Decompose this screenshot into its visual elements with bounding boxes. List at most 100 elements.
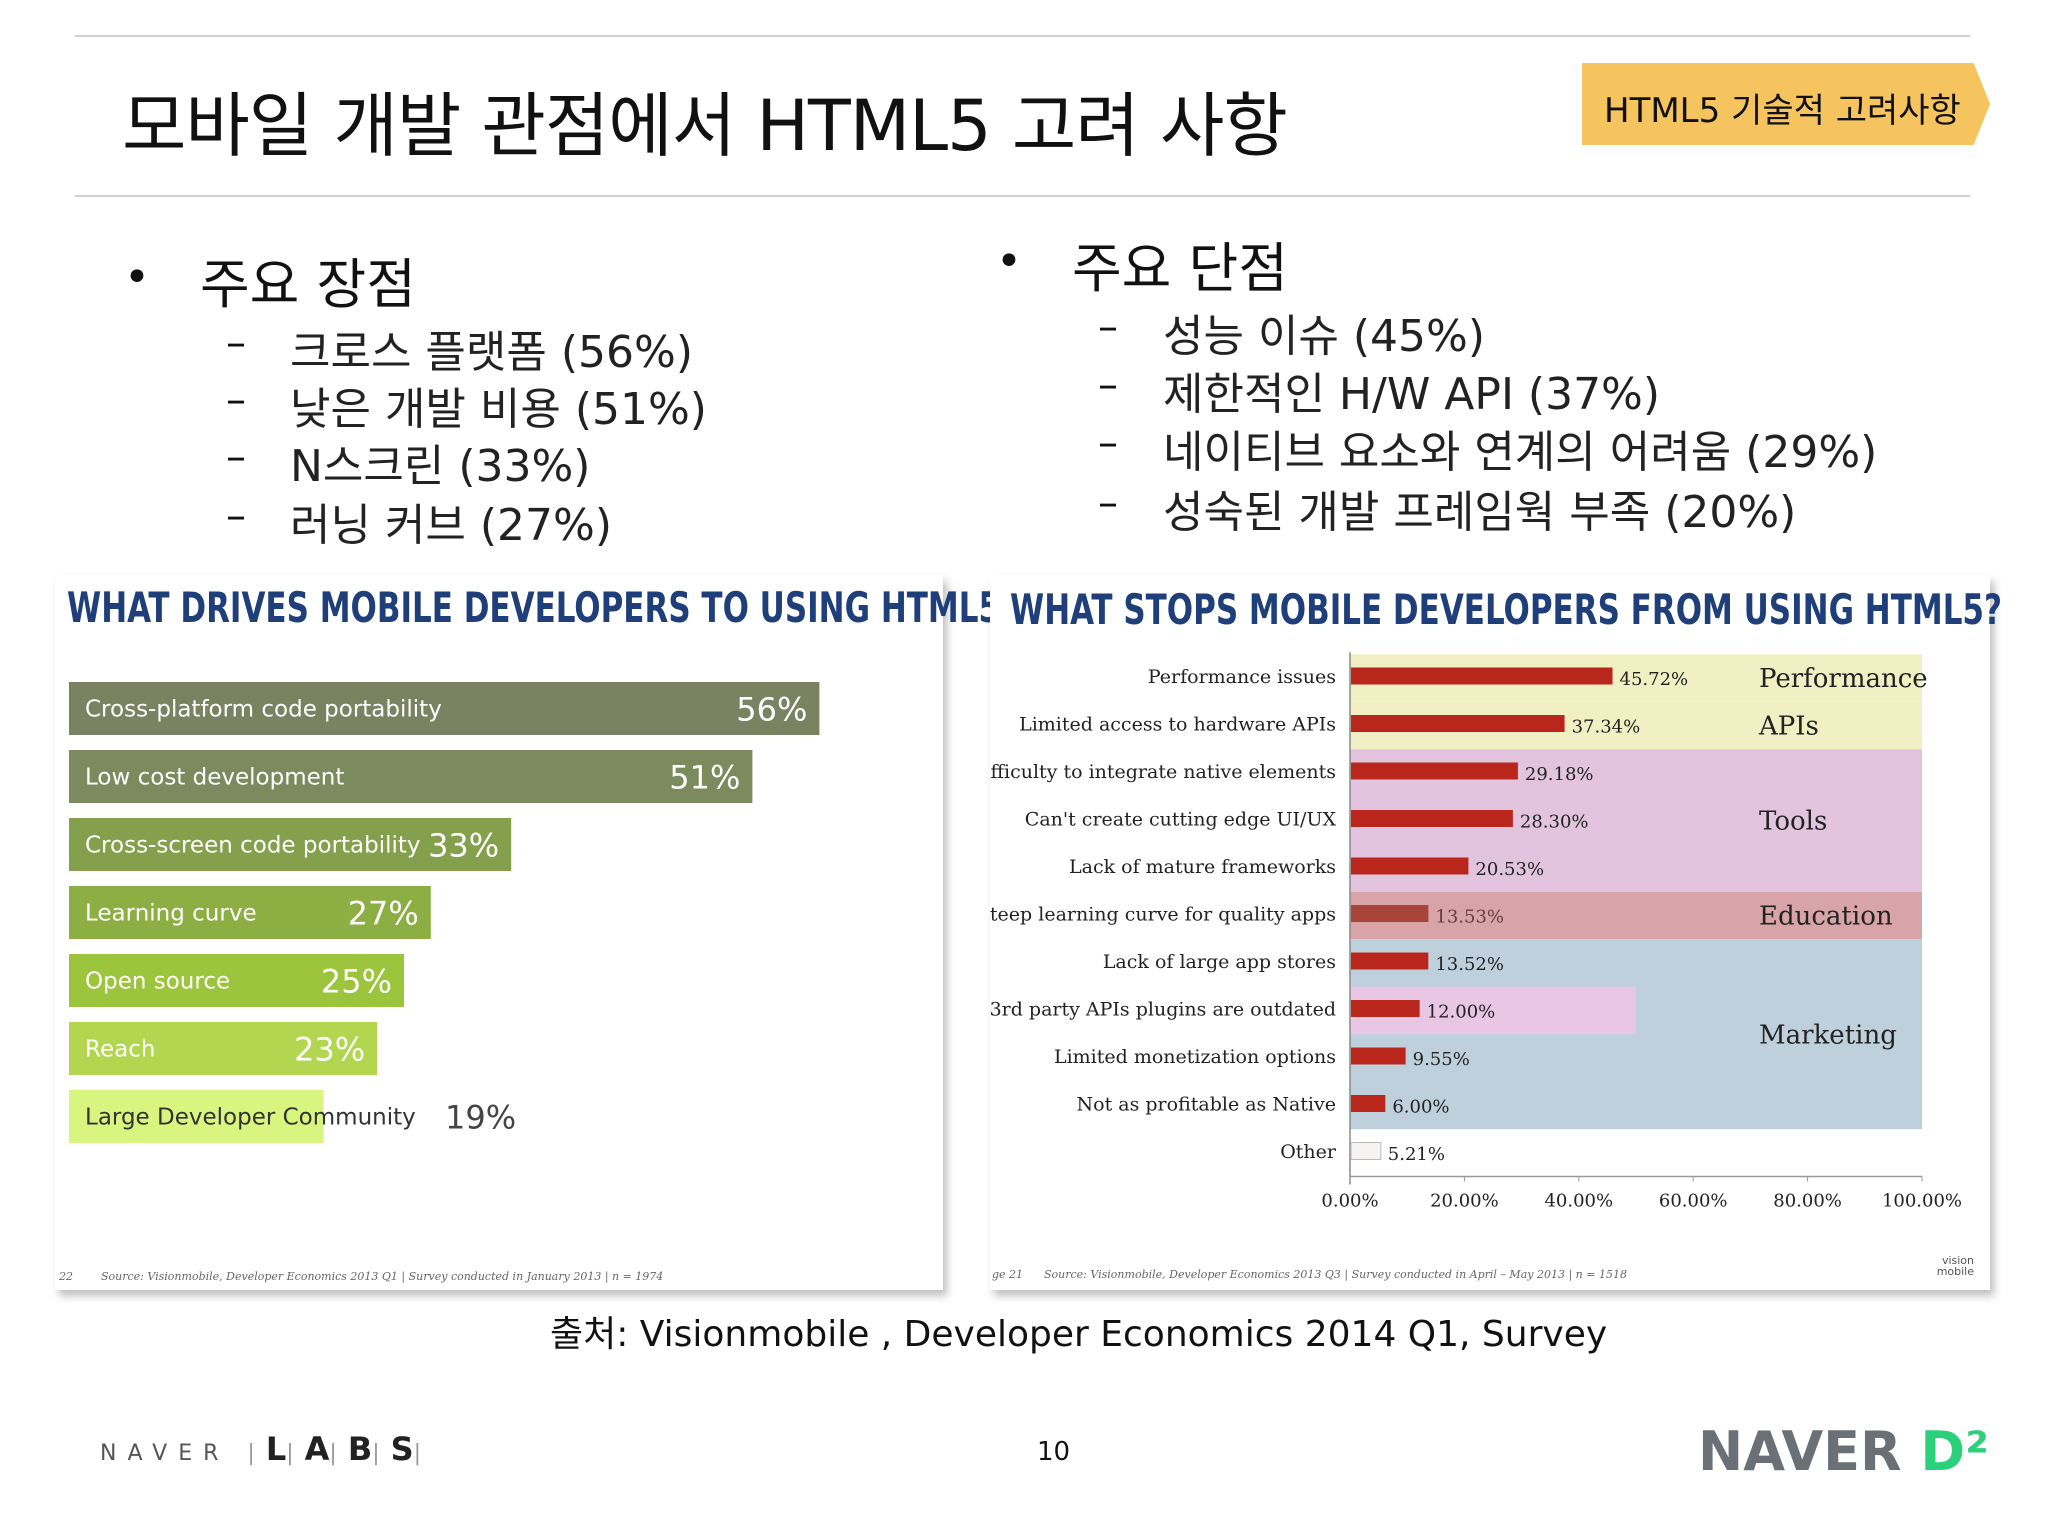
- driver-category-label: Cross-screen code portability: [85, 833, 421, 859]
- barrier-value-label: 29.18%: [1525, 764, 1594, 785]
- barrier-bar: [1351, 905, 1429, 922]
- barrier-value-label: 6.00%: [1392, 1097, 1449, 1118]
- driver-bar: [69, 750, 753, 803]
- page-number: 10: [1037, 1437, 1071, 1467]
- barrier-value-label: 37.34%: [1572, 717, 1641, 738]
- barrier-category-label: Performance issues: [1148, 666, 1336, 688]
- group-label: Performance: [1759, 664, 1928, 694]
- barrier-value-label: 9.55%: [1413, 1049, 1470, 1070]
- driver-value-label: 23%: [294, 1031, 365, 1069]
- barrier-category-label: Limited access to hardware APIs: [1019, 714, 1336, 736]
- barrier-bar: [1351, 810, 1513, 827]
- naver-letter: E: [178, 1441, 204, 1466]
- x-tick-label: 0.00%: [1321, 1191, 1378, 1212]
- pros-dash: –: [226, 493, 246, 539]
- pros-item: N스크린 (33%): [290, 441, 591, 492]
- naver-letter: R: [203, 1441, 230, 1466]
- barriers-chart-panel: WHAT STOPS MOBILE DEVELOPERS FROM USING …: [990, 575, 2002, 1290]
- labs-letter: S: [390, 1430, 414, 1468]
- page-title: 모바일 개발 관점에서 HTML5 고려 사항: [122, 85, 1288, 167]
- pros-item: 크로스 플랫폼 (56%): [290, 327, 693, 378]
- barrier-value-label: 13.52%: [1435, 954, 1504, 975]
- group-label: APIs: [1758, 712, 1819, 742]
- naver-labs-logo: NAVER |L|A|B|S|: [100, 1430, 433, 1468]
- drivers-chart-panel: WHAT DRIVES MOBILE DEVELOPERS TO USING H…: [55, 575, 1018, 1290]
- drivers-chart: Cross-platform code portability 56% Low co…: [69, 682, 820, 1143]
- barriers-chart-title: WHAT STOPS MOBILE DEVELOPERS FROM USING …: [1010, 585, 2002, 634]
- barrier-category-label: Other: [1280, 1141, 1337, 1163]
- section-badge-label: HTML5 기술적 고려사항: [1604, 91, 1961, 131]
- cons-item: 성능 이슈 (45%): [1163, 311, 1486, 362]
- barrier-category-label: Can't create cutting edge UI/UX: [1025, 809, 1337, 831]
- driver-bar: [69, 1090, 324, 1143]
- barrier-value-label: 13.53%: [1435, 907, 1504, 928]
- labs-letter: B: [347, 1430, 373, 1468]
- naver-letter: V: [152, 1441, 179, 1466]
- barrier-category-label: 3rd party APIs plugins are outdated: [990, 999, 1336, 1021]
- barrier-bar: [1351, 762, 1518, 780]
- driver-category-label: Open source: [85, 969, 230, 995]
- driver-value-label: 27%: [348, 895, 419, 933]
- driver-bar: [69, 1022, 378, 1075]
- driver-bar: [69, 886, 431, 939]
- driver-value-label: 25%: [321, 963, 392, 1001]
- barrier-category-label: Limited monetization options: [1054, 1046, 1336, 1068]
- header-divider: [75, 195, 1970, 197]
- cons-heading: 주요 단점: [1072, 237, 1288, 300]
- driver-category-label: Low cost development: [85, 765, 344, 791]
- barrier-value-label: 5.21%: [1388, 1144, 1445, 1165]
- barrier-bar: [1351, 1095, 1386, 1112]
- cons-item: 네이티브 요소와 연계의 어려움 (29%): [1163, 427, 1878, 478]
- barrier-bar: [1351, 1000, 1420, 1017]
- driver-value-label: 56%: [736, 691, 807, 729]
- pros-dash: –: [226, 377, 246, 423]
- driver-value-label: 19%: [445, 1099, 516, 1137]
- group-label: Tools: [1759, 807, 1827, 837]
- d2-mark: D²: [1920, 1420, 1989, 1483]
- driver-bar: [69, 954, 404, 1007]
- driver-category-label: Learning curve: [85, 901, 257, 927]
- drivers-chart-source: Source: Visionmobile, Developer Economic…: [101, 1270, 664, 1283]
- barrier-value-label: 20.53%: [1475, 859, 1544, 880]
- barrier-category-label: Not as profitable as Native: [1077, 1094, 1336, 1116]
- barrier-value-label: 28.30%: [1520, 812, 1589, 833]
- barrier-bar: [1351, 952, 1429, 970]
- barrier-category-label: Steep learning curve for quality apps: [990, 904, 1336, 926]
- x-tick-label: 60.00%: [1659, 1191, 1728, 1212]
- labs-letter: A: [304, 1430, 330, 1468]
- pros-item: 러닝 커브 (27%): [290, 500, 613, 551]
- cons-item: 성숙된 개발 프레임웍 부족 (20%): [1163, 487, 1797, 538]
- drivers-page-number: 22: [59, 1270, 73, 1283]
- driver-bar: [69, 682, 820, 735]
- barrier-category-label: Lack of mature frameworks: [1069, 856, 1336, 878]
- barrier-bar: [1351, 667, 1613, 685]
- naver-letter: A: [127, 1441, 153, 1466]
- cons-dash: –: [1098, 420, 1118, 466]
- pros-heading: 주요 장점: [200, 253, 416, 316]
- labs-letter: L: [265, 1430, 287, 1468]
- group-band: [1350, 891, 1922, 940]
- cons-dash: –: [1098, 480, 1118, 526]
- naver-letter: N: [100, 1441, 128, 1466]
- naver-d2-logo: NAVER D²: [1698, 1420, 1989, 1483]
- driver-value-label: 33%: [428, 827, 499, 865]
- section-badge: HTML5 기술적 고려사항: [1582, 63, 1990, 145]
- barrier-bar: [1351, 715, 1565, 732]
- barrier-value-label: 45.72%: [1620, 669, 1689, 690]
- barrier-bar: [1351, 857, 1469, 875]
- source-credit: 출처: Visionmobile , Developer Economics 2…: [550, 1314, 1608, 1355]
- driver-category-label: Cross-platform code portability: [85, 697, 442, 723]
- x-tick-label: 40.00%: [1544, 1191, 1613, 1212]
- cons-dash: –: [1098, 362, 1118, 408]
- barriers-page-number: ge 21: [992, 1268, 1024, 1281]
- pros-dash: –: [226, 320, 246, 366]
- top-divider: [75, 35, 1970, 37]
- pros-bullet: •: [124, 252, 150, 303]
- barrier-value-label: 12.00%: [1427, 1002, 1496, 1023]
- x-tick-label: 80.00%: [1773, 1191, 1842, 1212]
- cons-dash: –: [1098, 304, 1118, 350]
- barriers-chart-source: Source: Visionmobile, Developer Economic…: [1044, 1268, 1627, 1281]
- driver-category-label: Large Developer Community: [85, 1105, 416, 1131]
- driver-category-label: Reach: [85, 1037, 155, 1063]
- driver-bar: [69, 818, 512, 871]
